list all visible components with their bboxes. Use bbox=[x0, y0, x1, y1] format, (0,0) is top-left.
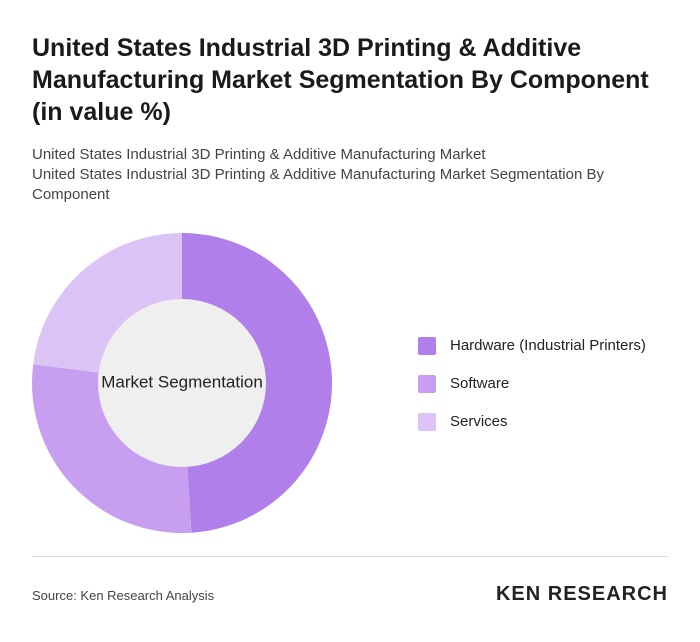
legend-label: Hardware (Industrial Printers) bbox=[450, 337, 646, 354]
donut-hole bbox=[98, 299, 266, 467]
legend-swatch bbox=[418, 337, 436, 355]
subtitle: United States Industrial 3D Printing & A… bbox=[32, 166, 604, 203]
legend-swatch bbox=[418, 375, 436, 393]
brand-logo: KEN RESEARCH bbox=[495, 583, 668, 605]
subtitles: United States Industrial 3D Printing & A… bbox=[32, 145, 668, 205]
legend-label: Software bbox=[450, 375, 509, 392]
legend-swatch bbox=[418, 413, 436, 431]
chart-title: United States Industrial 3D Printing & A… bbox=[32, 34, 649, 126]
legend-label: Services bbox=[450, 413, 508, 430]
divider bbox=[32, 556, 668, 557]
center-label: Market Segmentation bbox=[101, 372, 263, 391]
subtitle: United States Industrial 3D Printing & A… bbox=[32, 146, 486, 163]
source: Source: Ken Research Analysis bbox=[32, 588, 215, 603]
